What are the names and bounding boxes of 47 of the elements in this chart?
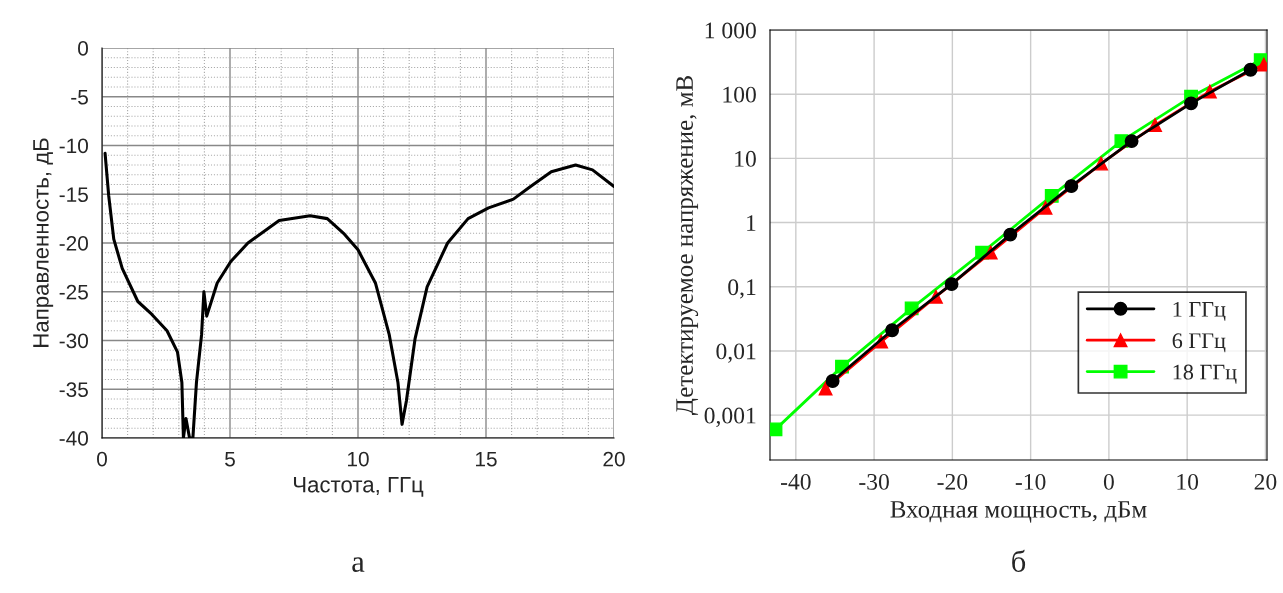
x-tick-label: 0 (97, 451, 107, 467)
point (944, 277, 959, 292)
y-tick-label: 0,001 (704, 407, 756, 427)
point (818, 381, 833, 396)
point (1064, 179, 1079, 194)
y-tick-label: -35 (59, 382, 88, 397)
x-axis-title: Входная мощность, дБм (890, 501, 1147, 523)
y-tick-label: -20 (59, 236, 88, 251)
y-axis-title: Направленность, дБ (33, 138, 54, 347)
x-tick-label: 0 (1103, 473, 1114, 490)
legend-label: 6 ГГц (1172, 333, 1226, 353)
point (885, 323, 900, 338)
x-axis-title: Частота, ГГц (293, 476, 424, 497)
text: б (1012, 549, 1026, 572)
y-tick-label: 0,1 (728, 279, 756, 299)
x-tick-label: 10 (1177, 473, 1199, 490)
text: а (352, 557, 365, 572)
y-tick-label: -15 (59, 187, 88, 202)
x-tick-label: 20 (603, 451, 625, 467)
y-tick-label: 0,01 (716, 343, 756, 363)
y-tick-label: -25 (59, 284, 88, 300)
x-tick-label: -30 (859, 473, 889, 490)
y-tick-label: 10 (735, 150, 756, 167)
y-tick-label: 1 000 (705, 22, 756, 39)
point (825, 374, 840, 388)
y-axis-title: Детектируемое напряжение, мВ (676, 76, 699, 416)
y-tick-label: 0 (78, 41, 88, 56)
point (1243, 62, 1258, 77)
y-tick-label: -40 (59, 431, 88, 446)
x-tick-label: 15 (476, 451, 497, 467)
point (1124, 134, 1139, 149)
x-tick-label: 10 (348, 451, 369, 467)
point (1003, 227, 1018, 242)
y-tick-label: 1 (747, 215, 756, 231)
x-tick-label: -40 (780, 473, 811, 490)
x-tick-label: -20 (937, 473, 968, 490)
point (1184, 96, 1199, 111)
y-tick-label: -10 (59, 138, 88, 154)
legend-label: 18 ГГц (1173, 364, 1237, 384)
y-tick-label: -30 (59, 333, 88, 349)
x-tick-label: 20 (1254, 473, 1277, 490)
x-tick-label: -10 (1015, 473, 1046, 490)
x-tick-label: 5 (225, 451, 235, 467)
y-tick-label: -5 (71, 89, 88, 105)
y-tick-label: 100 (723, 86, 756, 103)
legend-label: 1 ГГц (1173, 301, 1226, 321)
point (770, 422, 783, 437)
